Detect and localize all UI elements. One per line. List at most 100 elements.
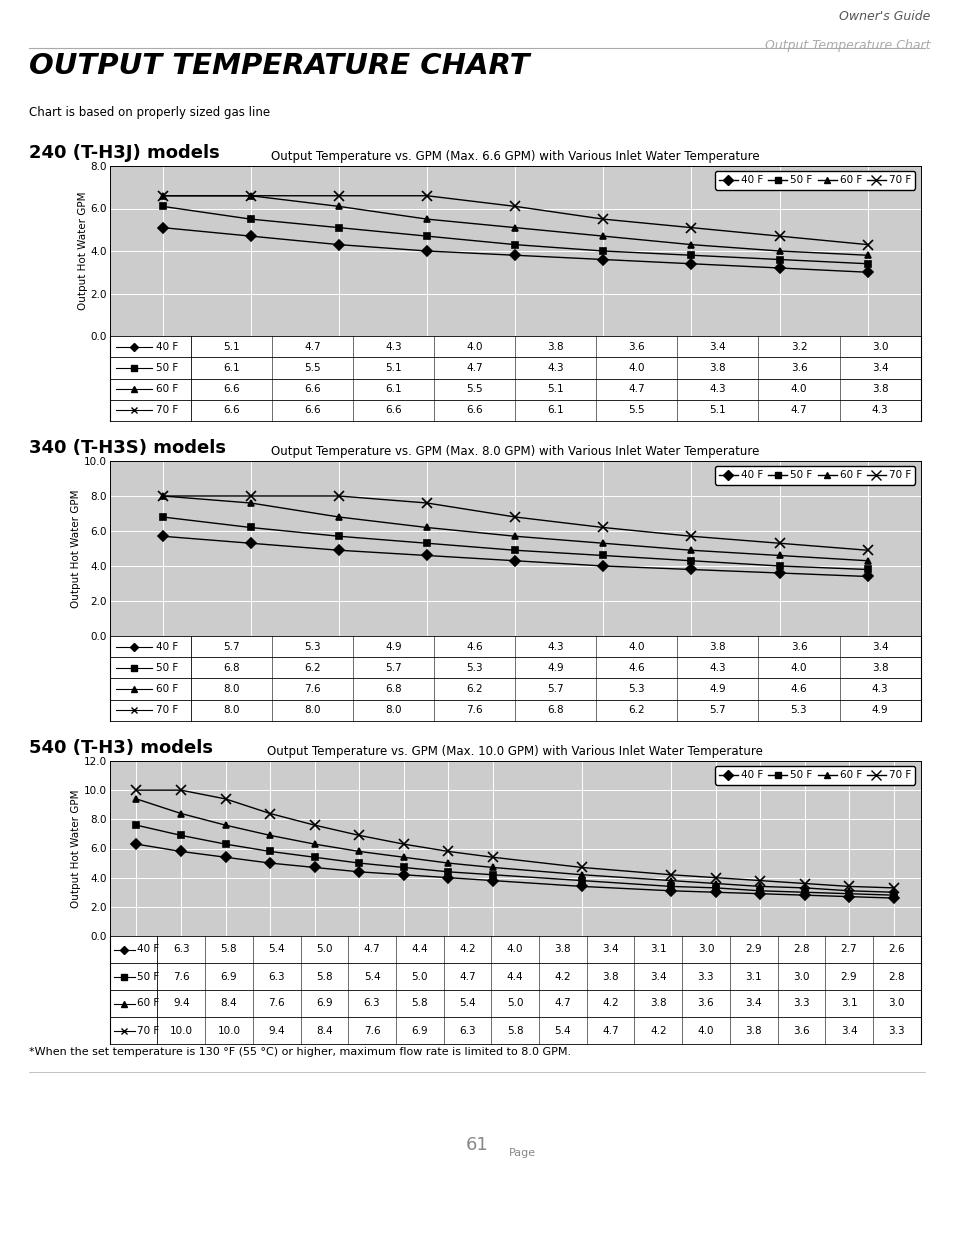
Text: 6.6: 6.6: [223, 384, 239, 394]
Text: 5.0: 5.0: [411, 972, 428, 982]
Text: 6.6: 6.6: [304, 384, 320, 394]
Text: 60 F: 60 F: [155, 684, 178, 694]
Text: 5.0: 5.0: [315, 945, 333, 955]
70 F: [799, 876, 810, 890]
70 F: [773, 228, 784, 243]
60 F: [487, 860, 498, 874]
60 F: [799, 881, 810, 895]
40 F: [597, 558, 608, 573]
40 F: [354, 864, 365, 879]
60 F: [156, 189, 168, 204]
Legend: 40 F, 50 F, 60 F, 70 F: 40 F, 50 F, 60 F, 70 F: [714, 766, 915, 784]
40 F: [487, 873, 498, 888]
70 F: [509, 510, 520, 525]
50 F: [862, 257, 873, 272]
Text: 60 F: 60 F: [137, 999, 159, 1009]
Text: 4.9: 4.9: [547, 663, 563, 673]
Text: 6.2: 6.2: [628, 705, 644, 715]
50 F: [664, 879, 676, 894]
Text: 4.3: 4.3: [709, 663, 725, 673]
40 F: [421, 548, 433, 563]
Text: 6.9: 6.9: [411, 1025, 428, 1035]
60 F: [842, 883, 854, 898]
Text: 3.4: 3.4: [649, 972, 666, 982]
50 F: [509, 543, 520, 558]
Text: 4.6: 4.6: [466, 642, 482, 652]
50 F: [175, 827, 187, 842]
70 F: [442, 844, 454, 858]
Text: 3.0: 3.0: [871, 342, 887, 352]
70 F: [597, 211, 608, 226]
70 F: [245, 189, 256, 204]
Title: Output Temperature vs. GPM (Max. 6.6 GPM) with Various Inlet Water Temperature: Output Temperature vs. GPM (Max. 6.6 GPM…: [271, 151, 759, 163]
70 F: [597, 520, 608, 535]
60 F: [862, 248, 873, 263]
50 F: [842, 887, 854, 902]
Line: 70 F: 70 F: [132, 785, 898, 893]
Text: 5.4: 5.4: [363, 972, 380, 982]
Text: 3.6: 3.6: [792, 1025, 809, 1035]
Text: 40 F: 40 F: [155, 642, 178, 652]
Text: 3.0: 3.0: [792, 972, 809, 982]
Text: 10.0: 10.0: [170, 1025, 193, 1035]
Text: 8.0: 8.0: [223, 705, 239, 715]
50 F: [773, 558, 784, 573]
Text: 340 (T-H3S) models: 340 (T-H3S) models: [29, 438, 225, 457]
40 F: [333, 237, 344, 252]
Text: 3.8: 3.8: [601, 972, 618, 982]
70 F: [421, 189, 433, 204]
40 F: [773, 261, 784, 275]
Text: 3.8: 3.8: [554, 945, 571, 955]
60 F: [442, 856, 454, 871]
Text: 3.1: 3.1: [649, 945, 666, 955]
Line: 60 F: 60 F: [132, 795, 897, 895]
Text: 3.8: 3.8: [709, 363, 725, 373]
Text: 4.6: 4.6: [628, 663, 644, 673]
Text: 6.6: 6.6: [223, 405, 239, 415]
Text: 3.8: 3.8: [871, 384, 887, 394]
Text: 70 F: 70 F: [155, 405, 178, 415]
Text: 4.9: 4.9: [385, 642, 401, 652]
Y-axis label: Output Hot Water GPM: Output Hot Water GPM: [71, 489, 81, 608]
50 F: [799, 884, 810, 899]
70 F: [131, 783, 142, 798]
50 F: [442, 864, 454, 879]
40 F: [685, 562, 697, 577]
70 F: [685, 529, 697, 543]
60 F: [354, 844, 365, 858]
Text: 3.6: 3.6: [790, 363, 806, 373]
50 F: [509, 237, 520, 252]
Line: 40 F: 40 F: [159, 532, 870, 580]
70 F: [576, 860, 587, 874]
70 F: [397, 837, 409, 852]
50 F: [156, 199, 168, 214]
40 F: [754, 887, 765, 902]
Text: 4.7: 4.7: [628, 384, 644, 394]
60 F: [309, 837, 320, 852]
Text: 4.9: 4.9: [871, 705, 887, 715]
70 F: [264, 806, 275, 821]
Text: 9.4: 9.4: [268, 1025, 285, 1035]
Text: 6.8: 6.8: [385, 684, 401, 694]
Text: 5.7: 5.7: [547, 684, 563, 694]
Bar: [110, 678, 920, 700]
50 F: [773, 252, 784, 267]
Text: 70 F: 70 F: [137, 1025, 159, 1035]
40 F: [509, 248, 520, 263]
Text: 3.8: 3.8: [547, 342, 563, 352]
Text: 5.0: 5.0: [506, 999, 523, 1009]
Text: 3.1: 3.1: [744, 972, 761, 982]
Text: 7.6: 7.6: [304, 684, 320, 694]
Text: Output Temperature Chart: Output Temperature Chart: [764, 40, 929, 52]
Text: 5.4: 5.4: [458, 999, 476, 1009]
60 F: [421, 520, 433, 535]
Text: 6.1: 6.1: [547, 405, 563, 415]
Text: 3.6: 3.6: [790, 642, 806, 652]
40 F: [442, 871, 454, 885]
70 F: [156, 189, 168, 204]
Text: 540 (T-H3) models: 540 (T-H3) models: [29, 739, 213, 757]
Text: 4.7: 4.7: [458, 972, 476, 982]
40 F: [245, 536, 256, 551]
Text: 4.9: 4.9: [709, 684, 725, 694]
Text: 8.4: 8.4: [220, 999, 237, 1009]
